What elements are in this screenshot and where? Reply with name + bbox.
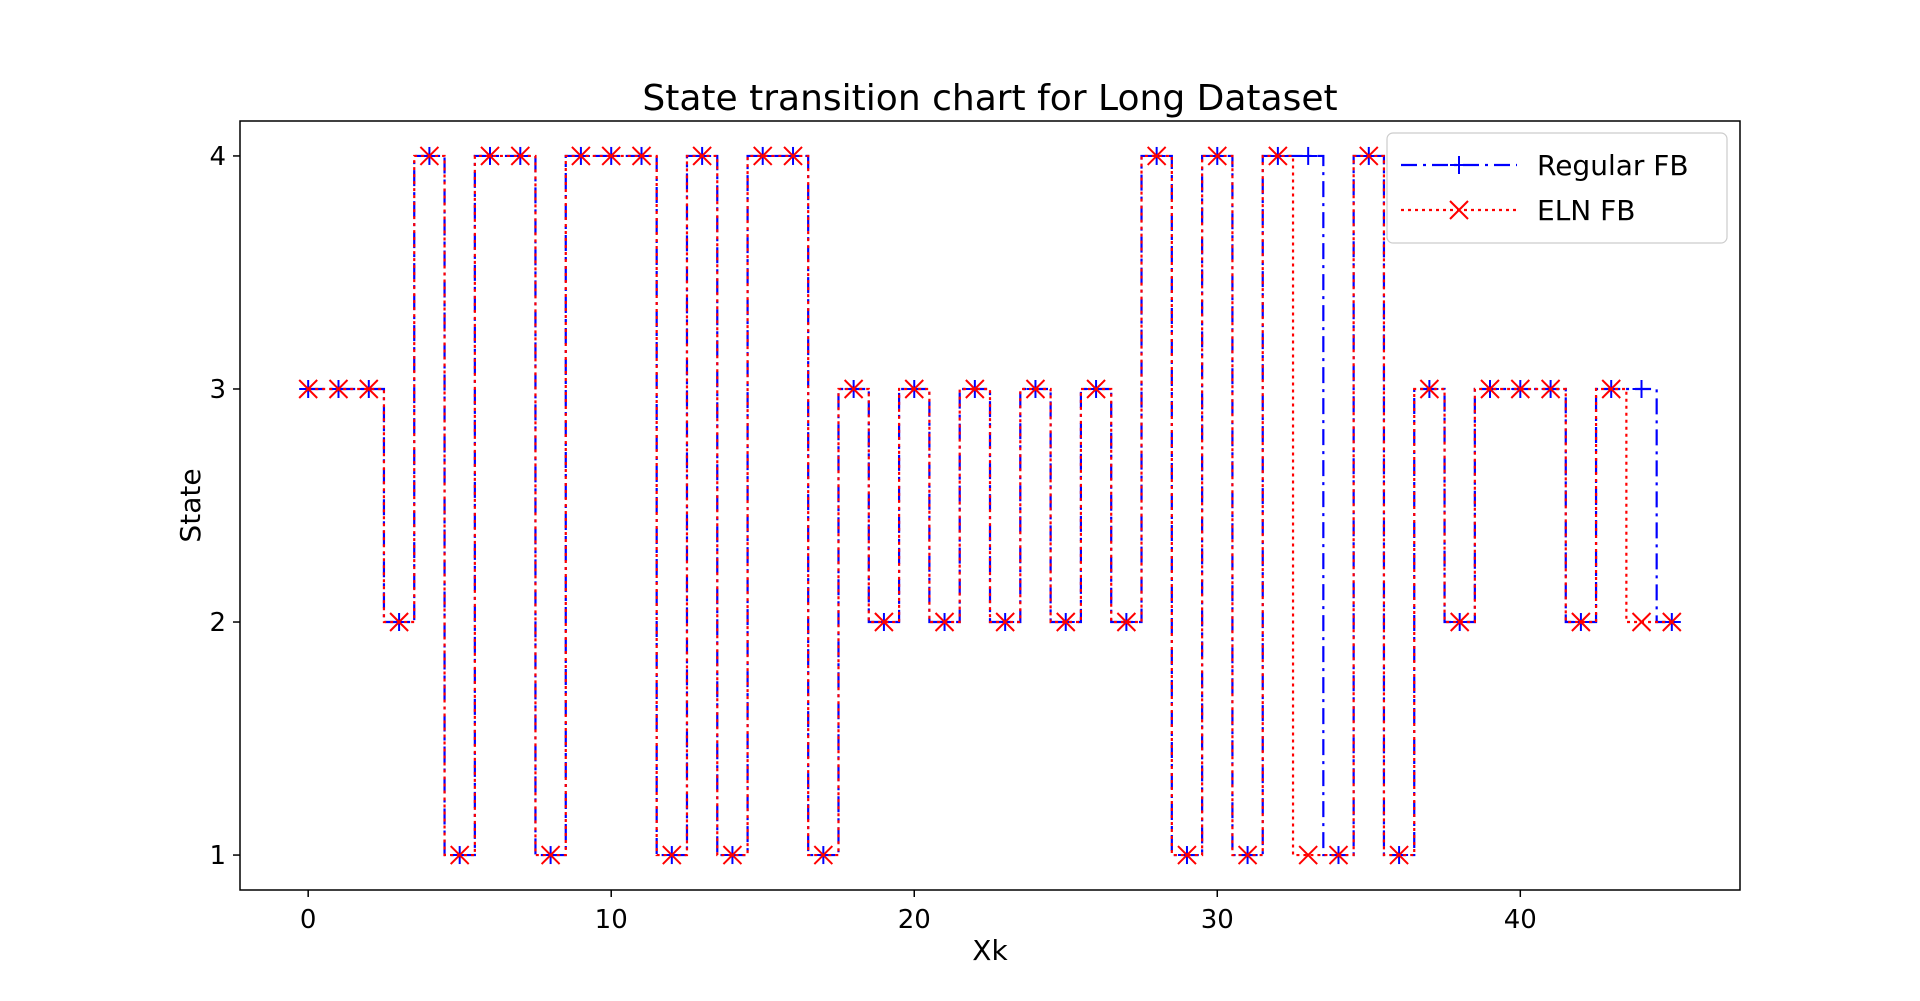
data-point-x (359, 379, 379, 399)
legend-label-0: Regular FB (1537, 149, 1689, 182)
data-point-x (1268, 146, 1288, 166)
data-point-x (1086, 379, 1106, 399)
data-point-x (1207, 146, 1227, 166)
legend-box (1386, 132, 1728, 244)
data-point-x (1449, 612, 1470, 632)
data-point-x (1237, 845, 1258, 865)
data-point-x (1359, 146, 1379, 166)
series-line-0 (308, 154, 1672, 857)
data-point-x (1631, 612, 1652, 632)
data-point-x (874, 612, 894, 632)
data-point-x (449, 845, 470, 865)
x-tick-label: 20 (898, 905, 931, 935)
data-point-x (1571, 612, 1591, 632)
data-point-x (540, 845, 561, 865)
data-point-x (722, 845, 743, 865)
data-point-x (692, 146, 712, 166)
data-point-x (1601, 379, 1621, 399)
data-point-x (631, 146, 652, 166)
x-tick-label: 0 (300, 905, 317, 935)
data-point-x (601, 146, 621, 166)
data-point-x (904, 379, 924, 399)
data-point-x (1146, 146, 1167, 166)
data-point-x (965, 379, 985, 399)
x-axis-label: Xk (972, 934, 1008, 967)
data-point-x (843, 379, 864, 399)
legend-label-1: ELN FB (1537, 194, 1635, 227)
chart-title: State transition chart for Long Dataset (642, 78, 1337, 119)
plot-area: 0 10 20 30 40 1 2 3 4 (209, 120, 1741, 935)
data-point-x (1419, 379, 1440, 399)
data-point-x (389, 612, 409, 632)
y-tick-label: 3 (209, 375, 226, 405)
data-point-x (1662, 612, 1682, 632)
data-point-x (995, 612, 1015, 632)
data-point-x (1328, 845, 1349, 865)
data-point-x (298, 379, 318, 399)
data-point-plus (1632, 379, 1651, 398)
data-point-x (1389, 845, 1409, 865)
legend: Regular FB ELN FB (1386, 132, 1728, 244)
y-tick-label: 4 (209, 142, 226, 172)
data-point-x (1298, 845, 1318, 865)
data-point-x (328, 379, 349, 399)
data-point-x (1025, 379, 1046, 399)
y-axis-label: State (174, 468, 207, 542)
data-point-plus (1299, 146, 1318, 165)
x-tick-label: 40 (1504, 905, 1537, 935)
data-point-x (1510, 379, 1531, 399)
legend-marker-1 (1449, 200, 1469, 220)
data-point-x (1116, 612, 1137, 632)
data-point-x (1540, 379, 1561, 399)
y-tick-label: 2 (209, 608, 226, 638)
data-point-x (1177, 845, 1197, 865)
data-point-x (783, 146, 803, 166)
data-point-x (662, 845, 682, 865)
y-tick-label: 1 (209, 841, 226, 871)
data-point-x (813, 845, 834, 865)
plot-frame (239, 120, 1741, 891)
data-point-x (934, 612, 955, 632)
legend-marker-0 (1450, 156, 1468, 174)
data-point-x (510, 146, 531, 166)
data-point-x (571, 146, 591, 166)
data-point-x (419, 146, 440, 166)
data-point-x (1480, 379, 1500, 399)
x-tick-label: 10 (595, 905, 628, 935)
data-point-x (753, 146, 773, 166)
data-point-x (1056, 612, 1076, 632)
x-tick-label: 30 (1201, 905, 1234, 935)
data-point-x (480, 146, 500, 166)
